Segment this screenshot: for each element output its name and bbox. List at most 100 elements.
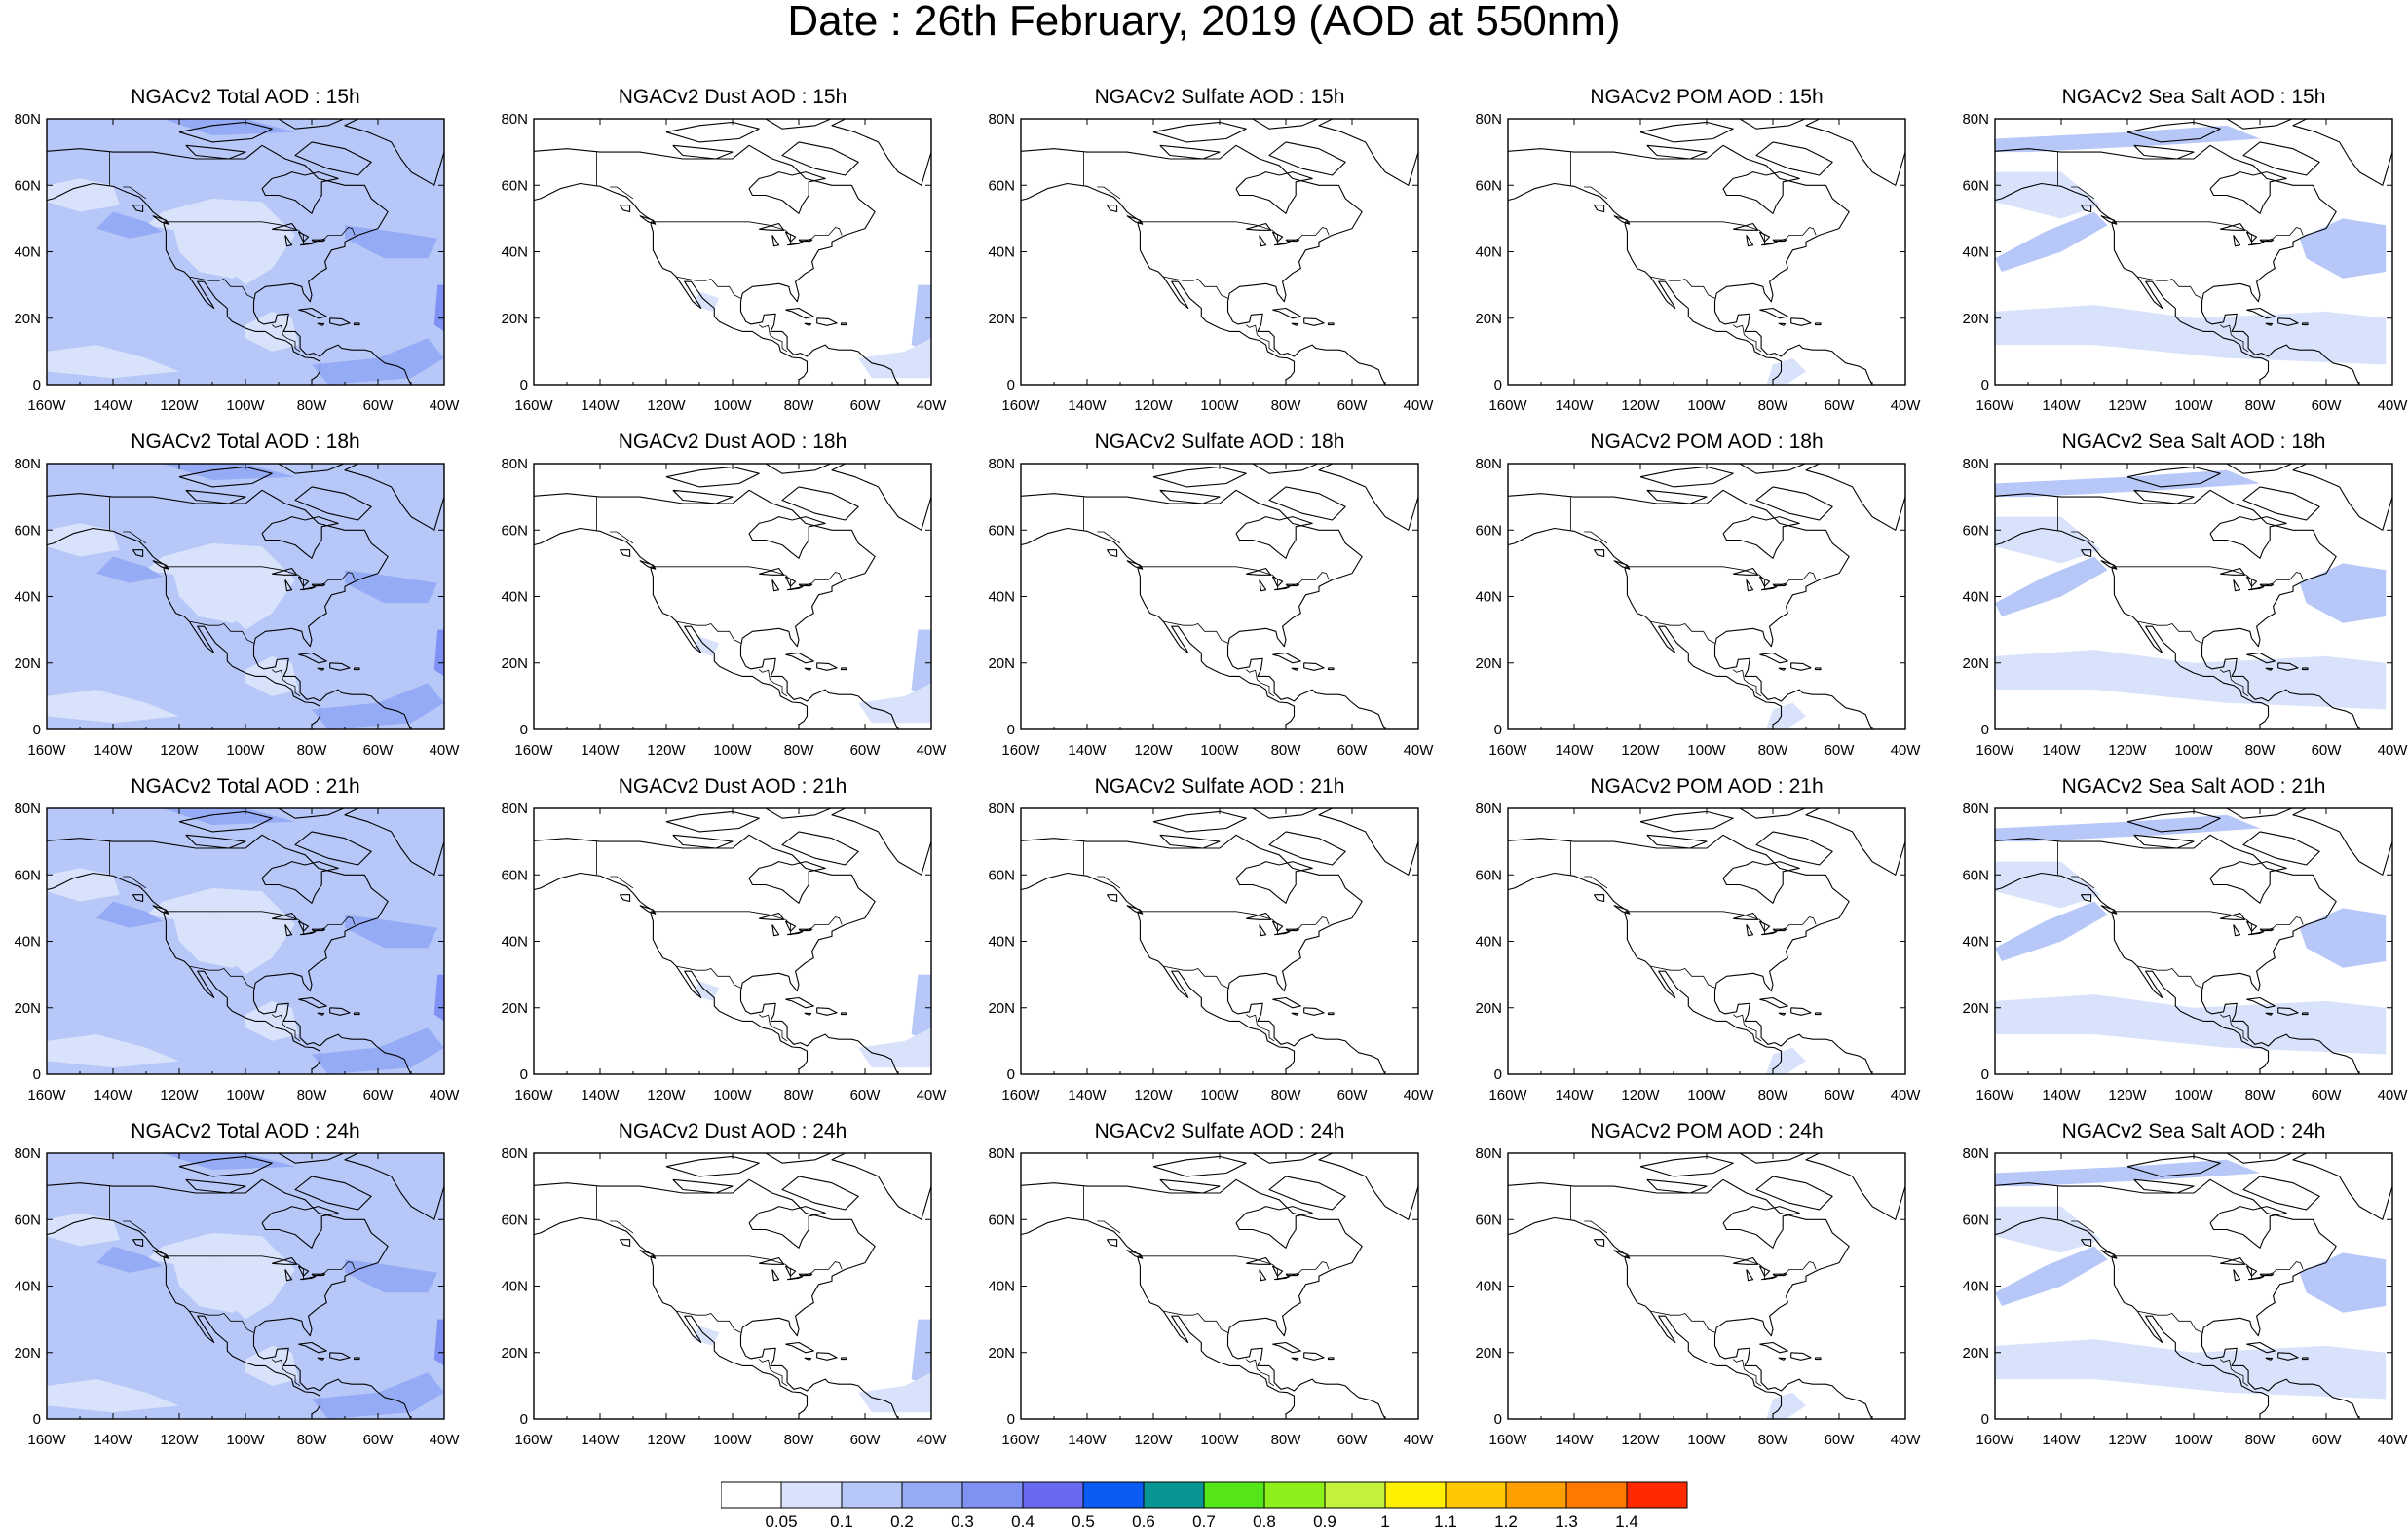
lon-tick-label: 160W xyxy=(1975,742,2014,759)
coastline xyxy=(1021,527,1296,729)
lat-tick-label: 0 xyxy=(520,1066,528,1083)
lon-tick-label: 120W xyxy=(1134,397,1173,414)
lon-tick-label: 160W xyxy=(1975,1087,2014,1103)
island xyxy=(185,834,246,849)
island xyxy=(1759,1341,1788,1354)
island xyxy=(2080,1239,2092,1248)
lat-tick-label: 20N xyxy=(988,655,1015,672)
lake xyxy=(2245,231,2258,243)
lat-tick-label: 40N xyxy=(1475,244,1502,261)
island xyxy=(1272,1341,1301,1354)
island xyxy=(785,996,814,1009)
country-border xyxy=(1138,1255,1330,1281)
lat-tick-label: 0 xyxy=(1007,1411,1015,1428)
lon-tick-label: 100W xyxy=(1200,397,1239,414)
island xyxy=(1790,1007,1812,1016)
country-border xyxy=(1584,1220,1608,1234)
aod-shading xyxy=(47,1034,179,1068)
lat-tick-label: 20N xyxy=(1475,311,1502,327)
country-border xyxy=(1625,1255,1817,1281)
lat-tick-label: 60N xyxy=(14,522,41,539)
island xyxy=(1327,322,1335,326)
country-border xyxy=(610,876,634,889)
panel-title: NGACv2 Sulfate AOD : 24h xyxy=(1094,1120,1345,1142)
lon-tick-label: 40W xyxy=(430,742,461,759)
island xyxy=(2246,652,2276,664)
island xyxy=(2226,464,2294,474)
aod-shading xyxy=(1995,1206,2101,1253)
island xyxy=(1759,307,1788,319)
island xyxy=(1639,810,1734,833)
lon-tick-label: 160W xyxy=(1001,1432,1040,1448)
lake xyxy=(1271,920,1284,932)
lat-tick-label: 60N xyxy=(501,867,528,883)
island xyxy=(619,894,631,903)
island xyxy=(1593,894,1605,903)
map-panel-total-r2: NGACv2 Total AOD : 21h 160W 140W 120W 100W 80… xyxy=(14,775,460,1109)
island xyxy=(178,810,273,833)
country-border xyxy=(2071,1220,2095,1234)
lat-tick-label: 0 xyxy=(1981,377,1989,393)
country-border xyxy=(2219,669,2249,697)
lat-tick-label: 0 xyxy=(1494,1066,1502,1083)
lat-tick-label: 80N xyxy=(1475,111,1502,128)
coastline xyxy=(1722,1206,1800,1249)
map-plot: 160W 140W 120W 100W 80W 60W 40W 0 20N 40N 60N 80N xyxy=(988,111,1434,414)
aod-shading xyxy=(47,345,179,379)
colorbar-swatch xyxy=(1445,1481,1507,1509)
lon-tick-label: 140W xyxy=(1555,1432,1594,1448)
island xyxy=(1739,119,1807,130)
coastline xyxy=(47,182,321,385)
lon-tick-label: 100W xyxy=(713,1087,752,1103)
island xyxy=(1814,667,1822,671)
lake xyxy=(272,567,298,576)
map-panel-pom-r1: NGACv2 POM AOD : 18h 160W 140W 120W 100W 80W 6… xyxy=(1475,430,1921,765)
lon-tick-label: 80W xyxy=(1271,1087,1302,1103)
coastline xyxy=(1235,171,1313,214)
island xyxy=(765,808,833,819)
panel-title: NGACv2 POM AOD : 15h xyxy=(1590,86,1824,108)
island xyxy=(2100,560,2118,570)
lake xyxy=(759,222,785,231)
lon-tick-label: 100W xyxy=(226,742,265,759)
aod-shading xyxy=(1995,171,2101,219)
island xyxy=(278,808,346,819)
island xyxy=(1790,1352,1812,1361)
country-border xyxy=(651,1255,843,1281)
map-panel-total-r1: NGACv2 Total AOD : 18h 160W 140W 120W 100W 80… xyxy=(14,430,460,765)
lake xyxy=(784,231,797,243)
coastline xyxy=(534,489,899,729)
map-plot: 160W 140W 120W 100W 80W 60W 40W 0 20N 40N 60N 80N xyxy=(1475,456,1921,759)
colorbar-label: 1.1 xyxy=(1434,1512,1457,1530)
map-background xyxy=(1021,808,1418,1074)
lat-tick-label: 40N xyxy=(988,589,1015,606)
country-border xyxy=(2137,965,2203,989)
island xyxy=(2133,1178,2195,1194)
island xyxy=(2246,307,2276,319)
lon-tick-label: 80W xyxy=(297,742,328,759)
island xyxy=(785,652,814,664)
island xyxy=(317,1357,325,1361)
lon-tick-label: 120W xyxy=(160,1432,199,1448)
lon-tick-label: 140W xyxy=(1068,397,1107,414)
island xyxy=(816,317,838,326)
island xyxy=(1593,1239,1605,1248)
island xyxy=(2265,322,2274,326)
lon-tick-label: 120W xyxy=(2108,397,2147,414)
coastline xyxy=(344,464,444,531)
island xyxy=(353,667,360,671)
country-border xyxy=(1138,566,1330,591)
colorbar-swatch xyxy=(780,1481,843,1509)
aod-shading xyxy=(911,629,931,696)
lon-tick-label: 80W xyxy=(2245,397,2276,414)
lat-tick-label: 20N xyxy=(1962,655,1989,672)
lat-tick-label: 20N xyxy=(988,311,1015,327)
lon-tick-label: 80W xyxy=(1271,1432,1302,1448)
lon-tick-label: 40W xyxy=(2378,1087,2408,1103)
country-border xyxy=(610,1220,634,1234)
lat-tick-label: 0 xyxy=(1494,377,1502,393)
colorbar-label: 0.7 xyxy=(1192,1512,1216,1530)
coastline xyxy=(1995,144,2360,385)
lake xyxy=(2245,920,2258,932)
lon-tick-label: 80W xyxy=(784,397,815,414)
